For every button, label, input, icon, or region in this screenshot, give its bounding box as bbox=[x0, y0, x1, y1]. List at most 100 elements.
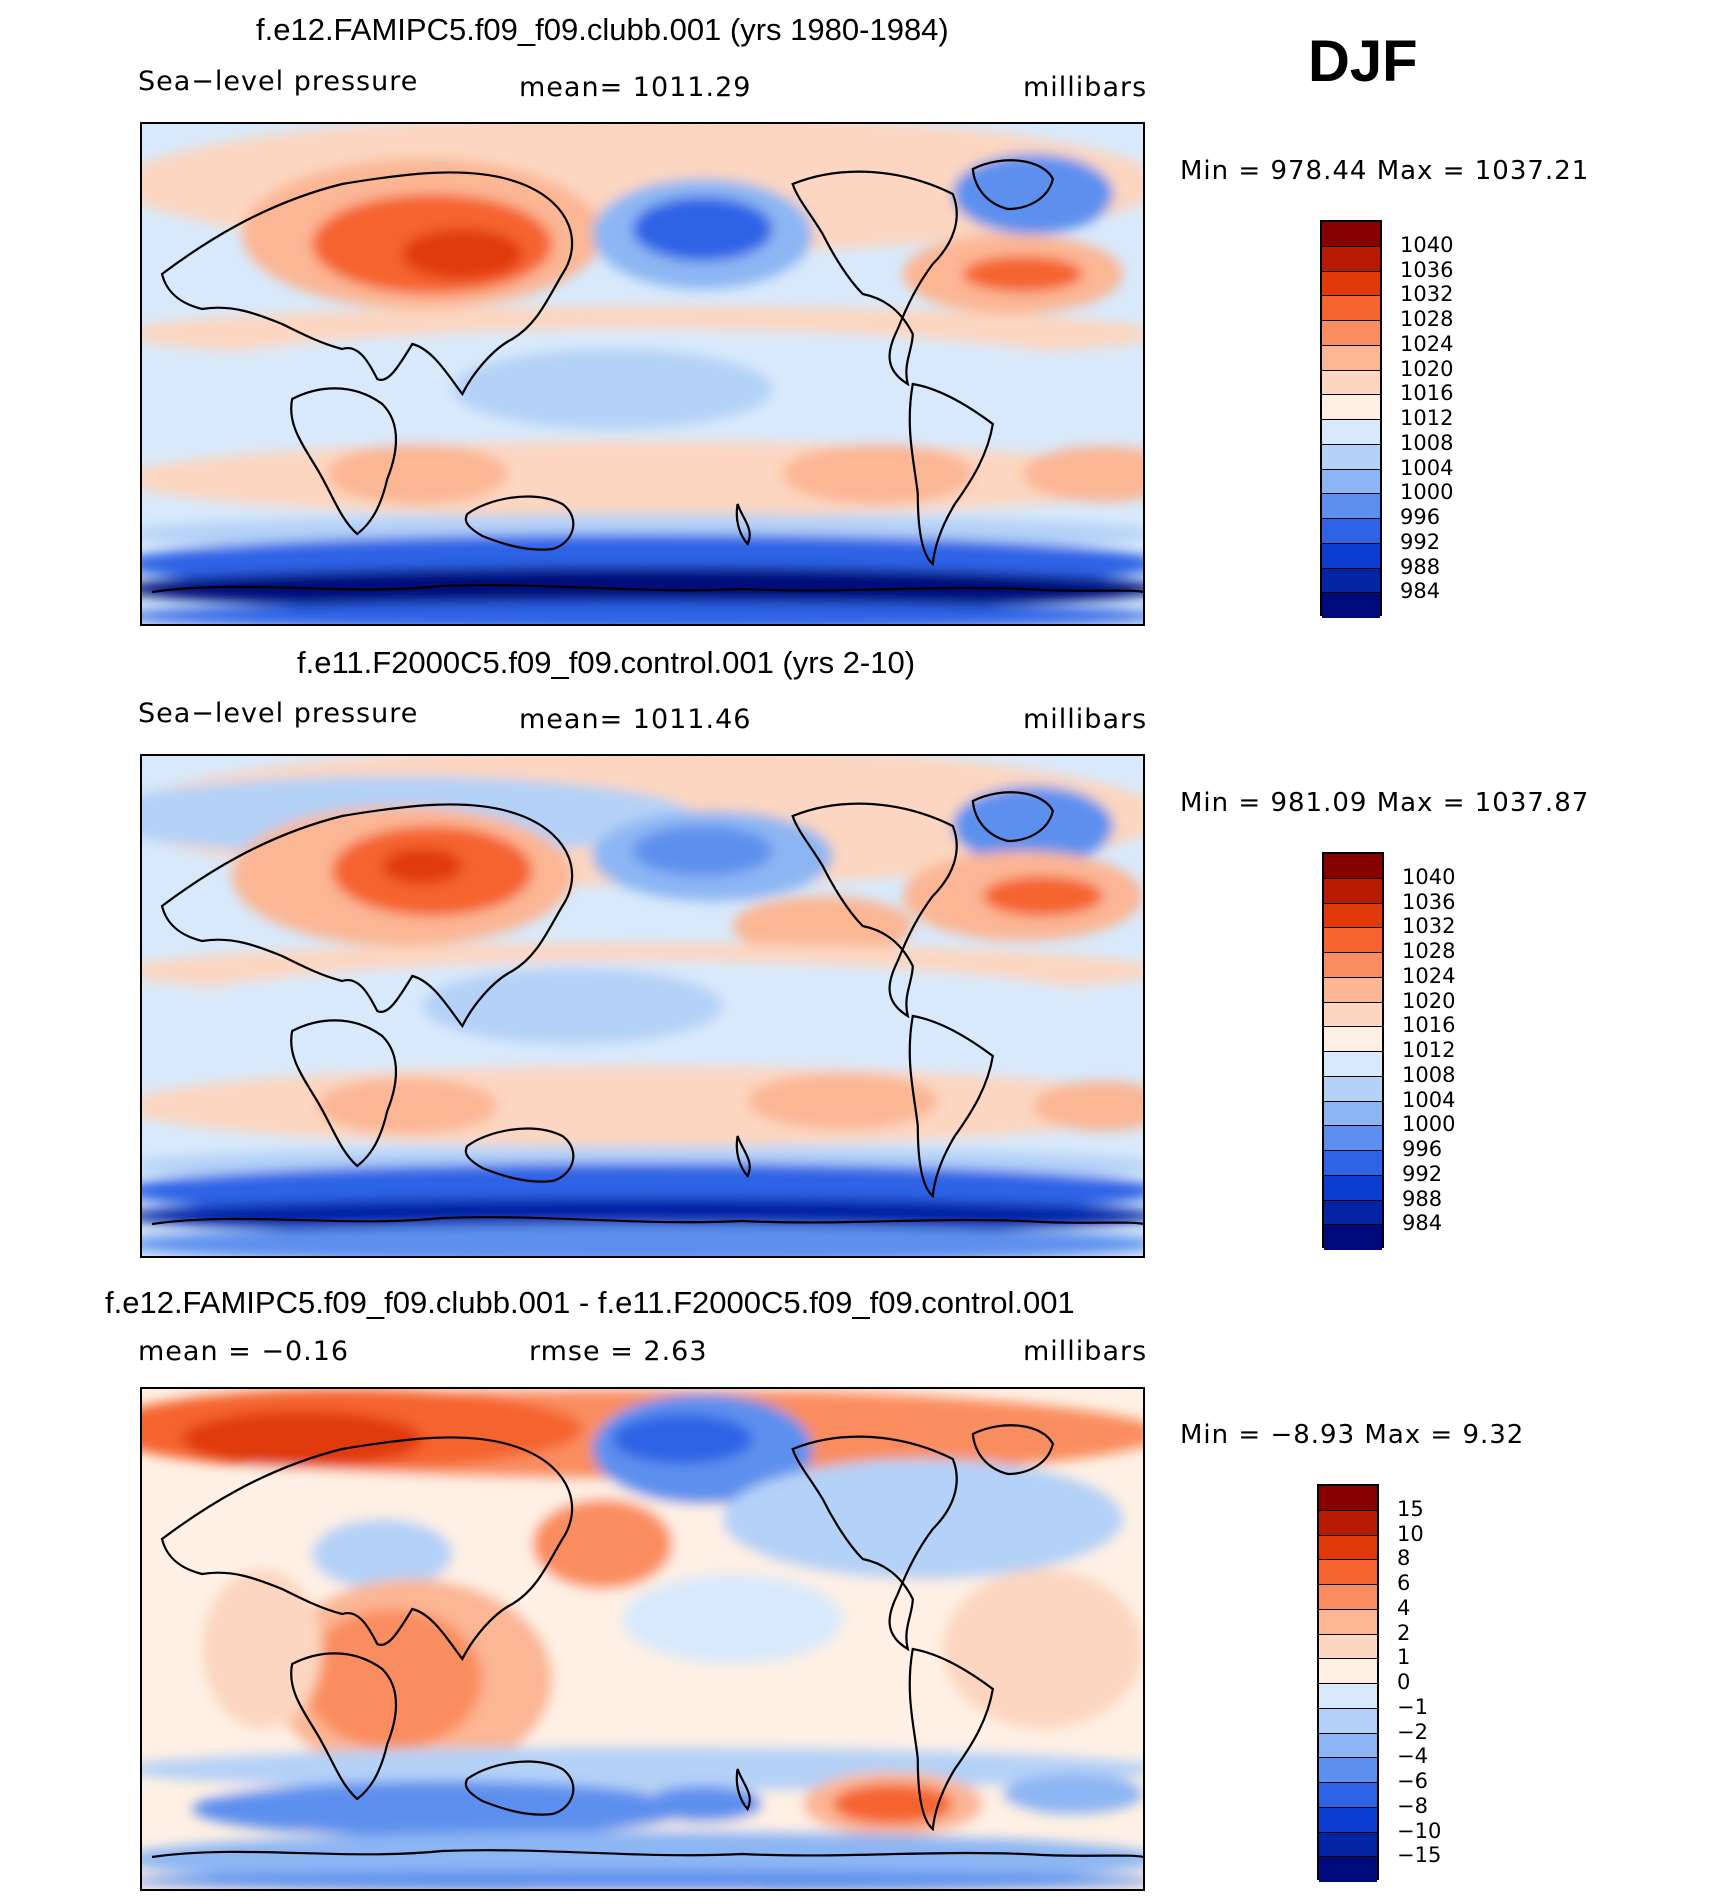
contour-region bbox=[452, 349, 773, 429]
colorbar-label: 992 bbox=[1400, 529, 1441, 554]
coastline bbox=[908, 382, 995, 567]
season-label: DJF bbox=[1308, 29, 1418, 94]
contour-region bbox=[402, 229, 523, 279]
colorbar-label: 0 bbox=[1397, 1670, 1411, 1694]
contour-region bbox=[192, 1781, 693, 1837]
colorbar-swatch bbox=[1322, 494, 1380, 519]
panel-2-map bbox=[140, 754, 1145, 1258]
colorbar-label: −1 bbox=[1397, 1694, 1428, 1719]
contour-region bbox=[1022, 446, 1143, 502]
colorbar-swatch bbox=[1322, 222, 1380, 247]
colorbar-swatch bbox=[1319, 1758, 1377, 1783]
colorbar-swatch bbox=[1324, 953, 1382, 978]
panel-1-mean-label: mean= 1011.29 bbox=[519, 72, 752, 103]
colorbar-swatch bbox=[1322, 246, 1380, 272]
coastline bbox=[908, 1014, 995, 1199]
colorbar-swatch bbox=[1319, 1832, 1377, 1858]
colorbar-label: 1012 bbox=[1402, 1038, 1456, 1062]
colorbar-label: −8 bbox=[1397, 1793, 1428, 1818]
colorbar-label: −6 bbox=[1397, 1769, 1428, 1793]
colorbar-label: 1016 bbox=[1402, 1013, 1456, 1038]
colorbar-swatch bbox=[1324, 928, 1382, 953]
colorbar-label: 996 bbox=[1400, 505, 1441, 529]
coastline bbox=[151, 1849, 1143, 1859]
contour-region bbox=[327, 444, 508, 504]
colorbar-label: 2 bbox=[1397, 1620, 1411, 1645]
colorbar-label: 984 bbox=[1400, 579, 1441, 604]
panel-2-colorbar bbox=[1322, 852, 1384, 1250]
colorbar-swatch bbox=[1322, 345, 1380, 371]
colorbar-swatch bbox=[1319, 1560, 1377, 1585]
colorbar-label: 1040 bbox=[1400, 232, 1454, 257]
contour-region bbox=[532, 1499, 673, 1589]
colorbar-swatch bbox=[1319, 1783, 1377, 1808]
colorbar-label: 1000 bbox=[1402, 1112, 1456, 1137]
colorbar-label: 1012 bbox=[1400, 406, 1454, 430]
colorbar-swatch bbox=[1322, 469, 1380, 495]
panel-2-variable-label: Sea−level pressure bbox=[138, 698, 419, 729]
colorbar-label: 1024 bbox=[1400, 331, 1454, 356]
colorbar-label: 988 bbox=[1402, 1186, 1443, 1211]
contour-region bbox=[622, 1574, 843, 1664]
colorbar-swatch bbox=[1324, 1126, 1382, 1151]
colorbar-swatch bbox=[1322, 271, 1380, 297]
contour-region bbox=[747, 1073, 938, 1129]
contour-region bbox=[632, 197, 773, 261]
colorbar-swatch bbox=[1324, 1027, 1382, 1052]
colorbar-label: 4 bbox=[1397, 1595, 1411, 1620]
coastline bbox=[971, 791, 1055, 843]
coastline bbox=[791, 1435, 958, 1652]
contour-region bbox=[722, 1459, 1123, 1579]
colorbar-swatch bbox=[1319, 1708, 1377, 1734]
colorbar-swatch bbox=[1324, 1101, 1382, 1127]
coastline bbox=[151, 584, 1143, 594]
colorbar-swatch bbox=[1324, 854, 1382, 879]
colorbar-label: 10 bbox=[1397, 1521, 1424, 1546]
panel-1-colorbar bbox=[1320, 220, 1382, 618]
contour-region bbox=[422, 968, 723, 1044]
coastline bbox=[735, 1768, 751, 1811]
contour-region bbox=[942, 1569, 1143, 1729]
colorbar-swatch bbox=[1319, 1733, 1377, 1759]
contour-region bbox=[317, 1078, 498, 1134]
colorbar-label: 15 bbox=[1397, 1496, 1424, 1521]
panel-3-minmax: Min = −8.93 Max = 9.32 bbox=[1180, 1420, 1525, 1450]
colorbar-swatch bbox=[1319, 1585, 1377, 1610]
panel-3-units-label: millibars bbox=[1023, 1336, 1148, 1367]
coastline bbox=[791, 170, 958, 387]
contour-region bbox=[952, 786, 1113, 866]
colorbar-swatch bbox=[1322, 370, 1380, 396]
colorbar-label: 1004 bbox=[1402, 1087, 1456, 1112]
colorbar-label: 1020 bbox=[1402, 988, 1456, 1013]
colorbar-swatch bbox=[1322, 296, 1380, 321]
colorbar-label: −10 bbox=[1397, 1818, 1442, 1843]
colorbar-swatch bbox=[1319, 1807, 1377, 1833]
contour-region bbox=[312, 1519, 453, 1589]
colorbar-swatch bbox=[1319, 1857, 1377, 1882]
contour-region bbox=[142, 1198, 1143, 1234]
coastline bbox=[160, 171, 574, 397]
coastline bbox=[290, 1652, 398, 1801]
colorbar-label: 1020 bbox=[1400, 356, 1454, 381]
colorbar-label: 1024 bbox=[1402, 963, 1456, 988]
contour-region bbox=[142, 1066, 1143, 1146]
contour-region bbox=[952, 154, 1113, 234]
colorbar-label: −15 bbox=[1397, 1843, 1442, 1868]
coastline bbox=[791, 802, 958, 1019]
coastline bbox=[160, 803, 574, 1029]
map-canvas bbox=[142, 124, 1143, 624]
colorbar-label: 1016 bbox=[1400, 381, 1454, 406]
colorbar-swatch bbox=[1322, 543, 1380, 569]
colorbar-label: 988 bbox=[1400, 554, 1441, 579]
contour-region bbox=[142, 441, 1143, 517]
contour-region bbox=[962, 256, 1083, 292]
contour-region bbox=[982, 876, 1103, 916]
coastline bbox=[735, 503, 751, 546]
colorbar-swatch bbox=[1319, 1510, 1377, 1536]
panel-3-map bbox=[140, 1387, 1145, 1891]
colorbar-swatch bbox=[1319, 1486, 1377, 1511]
panel-1-title: f.e12.FAMIPC5.f09_f09.clubb.001 (yrs 198… bbox=[256, 12, 949, 47]
colorbar-swatch bbox=[1322, 519, 1380, 544]
colorbar-swatch bbox=[1322, 568, 1380, 594]
colorbar-label: 1036 bbox=[1402, 889, 1456, 914]
